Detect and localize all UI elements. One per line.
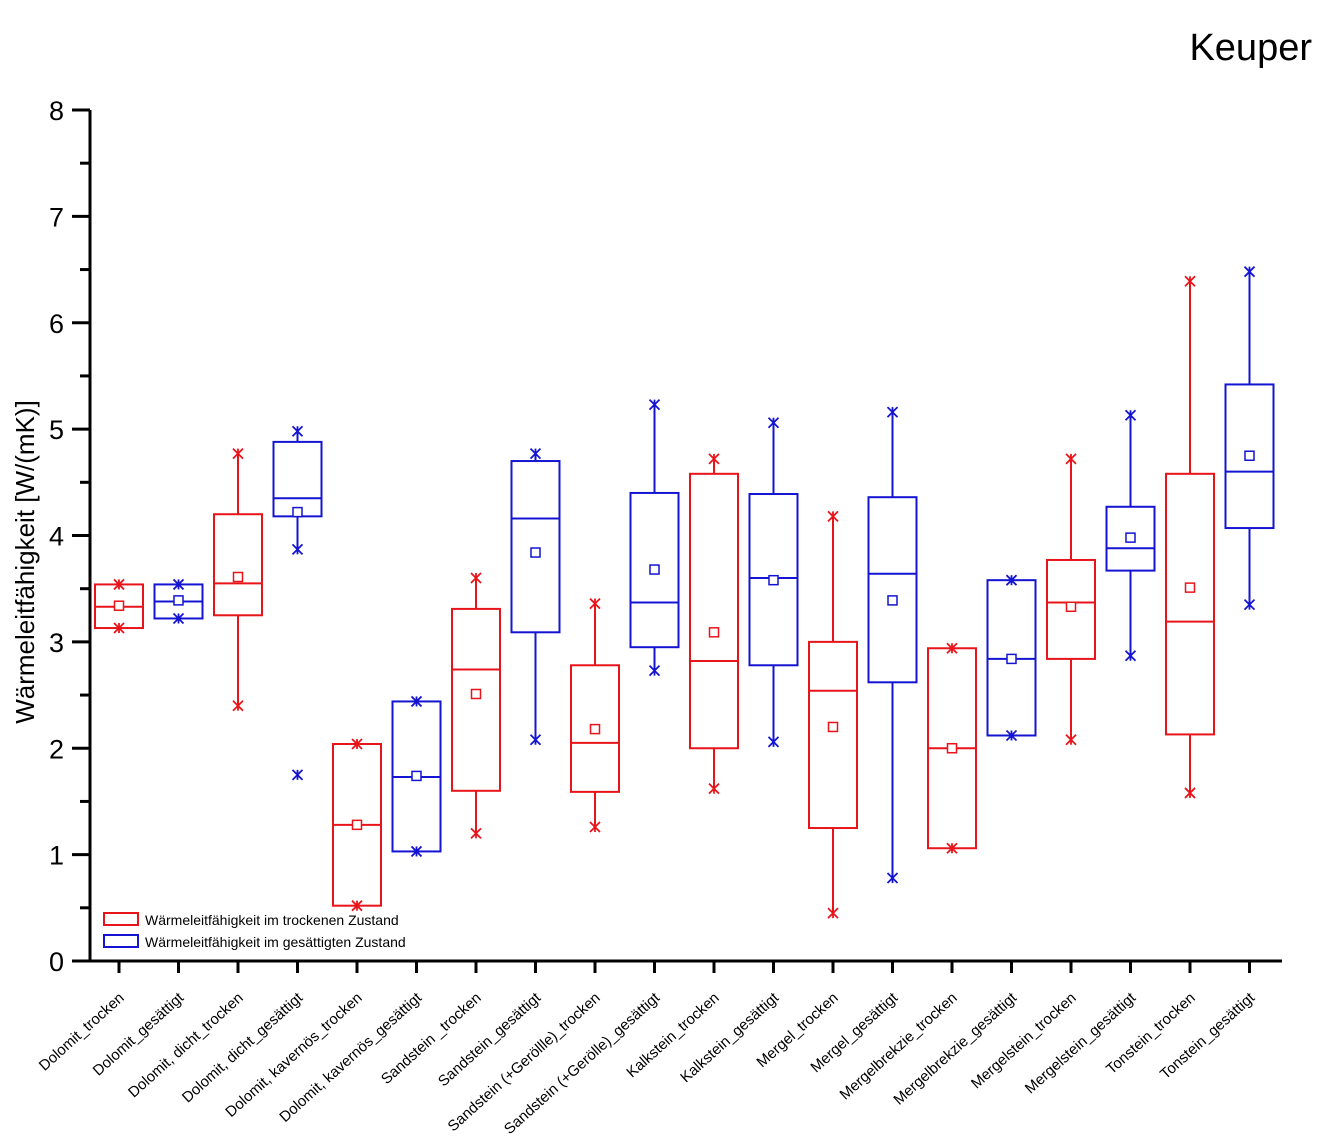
interquartile-box: [272, 440, 323, 518]
mean-marker: [649, 564, 660, 575]
mean-marker: [232, 571, 244, 583]
box-10: [629, 399, 680, 677]
interquartile-box: [867, 496, 918, 684]
boxes: [94, 266, 1275, 919]
mean-marker: [292, 506, 303, 518]
interquartile-box: [629, 491, 680, 649]
x-tick-label: Kalkstein_gesättigt: [677, 989, 783, 1086]
legend-swatch: [103, 934, 139, 948]
box-5: [332, 738, 382, 912]
box-7: [451, 572, 501, 839]
x-tick-label: Sandstein_gesättigt: [435, 989, 545, 1090]
mean-marker: [411, 770, 422, 782]
mean-marker: [1184, 582, 1196, 593]
x-tick-label: Mergelstein_gesättigt: [1022, 989, 1140, 1098]
y-tick-label: 8: [49, 96, 64, 126]
box-16: [986, 574, 1037, 742]
y-tick-label: 6: [49, 309, 64, 339]
y-tick-label: 5: [49, 415, 64, 445]
interquartile-box: [689, 472, 739, 750]
mean-marker: [1125, 532, 1136, 543]
interquartile-box: [1224, 383, 1275, 530]
legend-label: Wärmeleitfähigkeit im trockenen Zustand: [145, 912, 399, 928]
y-axis-label: Wärmeleitfähigkeit [W/(mK)]: [10, 400, 40, 724]
mean-marker: [768, 574, 779, 586]
box-14: [867, 406, 918, 884]
chart-title: Keuper: [1189, 27, 1312, 69]
x-tick-labels: Dolomit_trockenDolomit_gesättigtDolomit,…: [36, 989, 1259, 1138]
interquartile-box: [213, 513, 263, 617]
box-3: [213, 447, 263, 712]
x-tick-label: Dolomit, dicht_trocken: [125, 989, 247, 1101]
box-19: [1165, 275, 1215, 799]
box-8: [510, 447, 561, 746]
box-11: [689, 453, 739, 795]
box-9: [570, 597, 620, 833]
y-tick-label: 4: [49, 522, 64, 552]
y-tick-label: 1: [49, 841, 64, 871]
mean-marker: [589, 723, 601, 735]
mean-marker: [827, 721, 839, 733]
x-tick-label: Sandstein _trocken: [378, 989, 485, 1088]
mean-marker: [470, 688, 482, 700]
mean-marker: [113, 600, 125, 611]
legend: Wärmeleitfähigkeit im trockenen Zustand W…: [103, 912, 406, 950]
axes: 0 1 2 3 4 5 6 7 8: [49, 96, 1282, 977]
x-tick-label: Mergelstein_trocken: [968, 989, 1080, 1092]
y-tick-label: 7: [49, 202, 64, 232]
box-18: [1105, 409, 1156, 662]
interquartile-box: [1046, 558, 1096, 660]
interquartile-box: [1165, 472, 1215, 736]
box-15: [927, 642, 977, 854]
mean-marker: [351, 819, 363, 831]
mean-marker: [1244, 450, 1255, 461]
box-17: [1046, 453, 1096, 746]
box-12: [748, 417, 799, 748]
mean-marker: [887, 595, 898, 606]
interquartile-box: [510, 460, 561, 634]
legend-swatch: [103, 912, 139, 926]
mean-marker: [708, 627, 720, 638]
interquartile-box: [808, 640, 858, 830]
interquartile-box: [451, 607, 501, 792]
y-tick-label: 3: [49, 628, 64, 658]
interquartile-box: [748, 493, 799, 667]
interquartile-box: [1105, 505, 1156, 572]
mean-marker: [530, 547, 541, 558]
box-13: [808, 510, 858, 919]
x-tick-label: Mergelbrekzie_trocken: [837, 989, 961, 1103]
y-tick-label: 2: [49, 734, 64, 764]
mean-marker: [946, 743, 958, 754]
box-4: [272, 425, 323, 781]
y-tick-label: 0: [49, 947, 64, 977]
box-2: [153, 578, 204, 625]
box-6: [391, 695, 442, 858]
mean-marker: [173, 595, 184, 606]
box-20: [1224, 266, 1275, 611]
interquartile-box: [570, 664, 620, 793]
legend-label: Wärmeleitfähigkeit im gesättigten Zustan…: [145, 934, 406, 950]
mean-marker: [1006, 653, 1017, 665]
box-1: [94, 578, 144, 634]
mean-marker: [1065, 601, 1077, 613]
